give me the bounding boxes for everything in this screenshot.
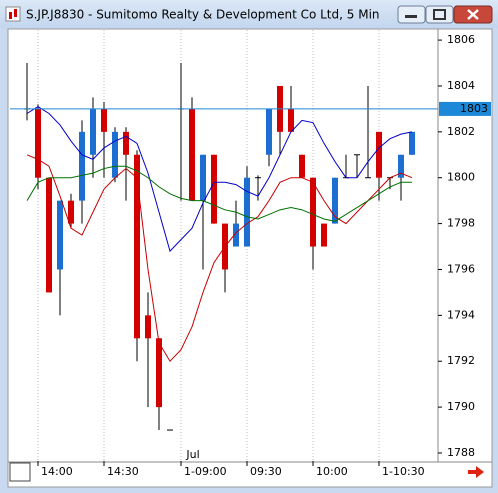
candle-body	[211, 154, 217, 224]
candle-body	[134, 154, 140, 339]
candle-body	[376, 131, 382, 178]
date-annotation: Jul	[185, 448, 199, 461]
candle-body	[266, 108, 272, 155]
y-tick-label: 1804	[447, 79, 475, 92]
y-tick-label: 1800	[447, 171, 475, 184]
y-tick-label: 1788	[447, 446, 475, 459]
candle-body	[68, 200, 74, 224]
moving-average-line	[26, 165, 412, 222]
close-icon	[467, 9, 479, 20]
x-tick-label: 1-09:00	[184, 465, 227, 478]
candle-body	[46, 177, 52, 293]
y-tick-label: 1792	[447, 354, 475, 367]
candle-body	[310, 177, 316, 247]
candle-body	[332, 177, 338, 224]
y-tick-label: 1796	[447, 262, 475, 275]
candle-body	[156, 338, 162, 408]
candle-body	[145, 315, 151, 339]
last-price-box	[439, 101, 491, 116]
x-tick-label: 14:00	[41, 465, 73, 478]
minimize-icon	[405, 15, 417, 18]
x-tick-label: 14:30	[107, 465, 139, 478]
candle-body	[288, 108, 294, 132]
moving-average-line	[26, 106, 413, 253]
x-tick-label: 1-10:30	[382, 465, 425, 478]
candle-body	[57, 200, 63, 270]
y-tick-label: 1798	[447, 217, 475, 230]
y-tick-label: 1794	[447, 308, 475, 321]
candle-body	[101, 108, 107, 132]
candle-body	[35, 108, 41, 178]
candle-body	[200, 154, 206, 201]
candle-body	[79, 131, 85, 201]
candle-body	[244, 177, 250, 247]
y-tick-label: 1802	[447, 125, 475, 138]
minimize-button[interactable]	[397, 5, 426, 24]
maximize-icon	[433, 9, 446, 20]
x-tick-label: 09:30	[250, 465, 282, 478]
candle-body	[112, 131, 118, 178]
app-icon-bar	[14, 9, 17, 17]
candle-body	[189, 108, 195, 201]
y-tick-label: 1790	[447, 400, 475, 413]
app-icon-bar	[9, 12, 12, 19]
candle-body	[123, 131, 129, 155]
chart-panel	[7, 28, 493, 488]
window-title: S.JP.J8830 - Sumitomo Realty & Developme…	[26, 8, 380, 22]
last-price-label: 1803	[460, 102, 488, 115]
y-tick-label: 1806	[447, 33, 475, 46]
candle-body	[321, 223, 327, 247]
candle-body	[299, 154, 305, 178]
scroll-arrow[interactable]	[468, 466, 484, 478]
x-tick-label: 10:00	[316, 465, 348, 478]
scroll-box[interactable]	[9, 462, 31, 482]
moving-average-line	[26, 154, 413, 363]
maximize-button[interactable]	[425, 5, 454, 24]
candle-body	[398, 154, 404, 178]
candle-body	[233, 223, 239, 247]
candle-body	[90, 108, 96, 155]
candle-body	[409, 131, 415, 155]
app-icon	[5, 6, 21, 22]
